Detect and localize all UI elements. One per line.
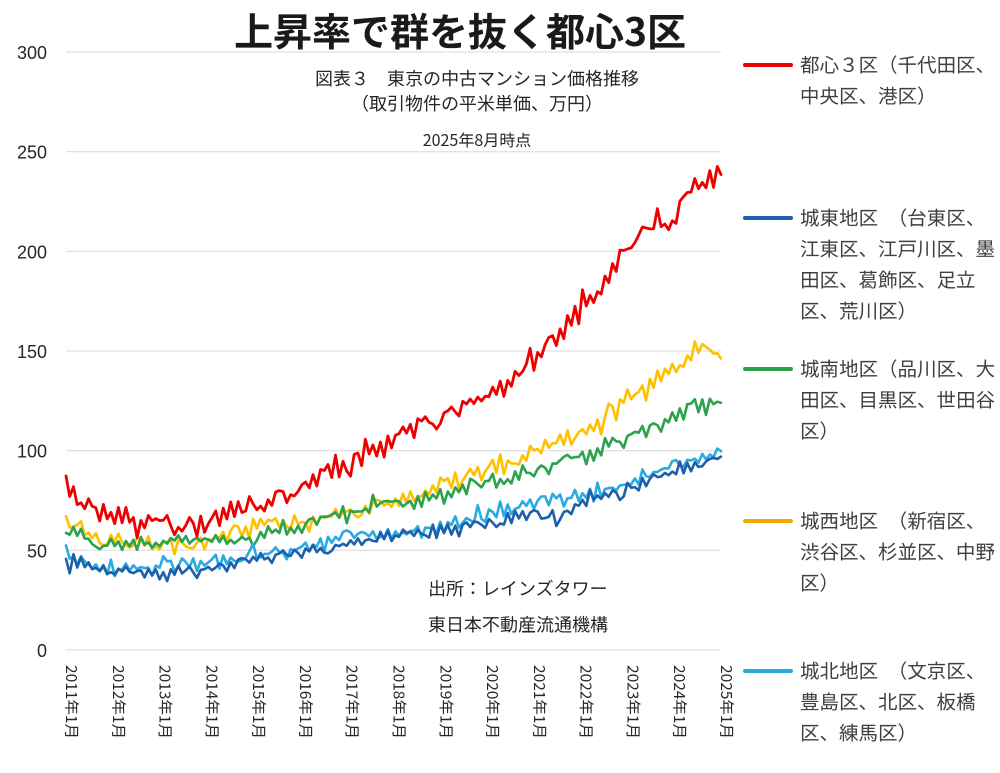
svg-text:豊島区、北区、板橋: 豊島区、北区、板橋: [800, 686, 976, 715]
svg-text:250: 250: [17, 143, 47, 163]
svg-text:2018年1月: 2018年1月: [389, 665, 411, 739]
svg-text:区）: 区）: [800, 415, 839, 444]
svg-text:出所：レインズタワー: 出所：レインズタワー: [428, 575, 608, 601]
svg-text:0: 0: [37, 641, 47, 661]
svg-text:150: 150: [17, 342, 47, 362]
svg-text:2023年1月: 2023年1月: [622, 665, 644, 739]
svg-text:2011年1月: 2011年1月: [61, 665, 83, 739]
svg-text:東日本不動産流通機構: 東日本不動産流通機構: [428, 611, 608, 637]
svg-text:2025年1月: 2025年1月: [716, 665, 738, 739]
svg-text:江東区、江戸川区、墨: 江東区、江戸川区、墨: [800, 233, 995, 262]
svg-text:都心３区（千代田区、: 都心３区（千代田区、: [800, 49, 995, 78]
svg-text:2021年1月: 2021年1月: [529, 665, 551, 739]
svg-text:2017年1月: 2017年1月: [342, 665, 364, 739]
svg-text:田区、目黒区、世田谷: 田区、目黒区、世田谷: [800, 384, 996, 413]
svg-text:区）: 区）: [800, 567, 839, 596]
svg-text:渋谷区、杉並区、中野: 渋谷区、杉並区、中野: [800, 536, 996, 565]
svg-text:2020年1月: 2020年1月: [482, 665, 504, 739]
svg-text:2012年1月: 2012年1月: [108, 665, 130, 739]
svg-text:城北地区 （文京区、: 城北地区 （文京区、: [800, 655, 985, 684]
svg-text:2024年1月: 2024年1月: [669, 665, 691, 739]
svg-text:100: 100: [17, 442, 47, 462]
svg-text:50: 50: [27, 541, 47, 561]
svg-text:2019年1月: 2019年1月: [435, 665, 457, 739]
svg-text:区、荒川区）: 区、荒川区）: [800, 295, 917, 324]
svg-text:200: 200: [17, 242, 47, 262]
svg-text:城東地区 （台東区、: 城東地区 （台東区、: [800, 202, 985, 231]
svg-text:区、練馬区）: 区、練馬区）: [800, 717, 917, 746]
svg-text:2016年1月: 2016年1月: [295, 665, 317, 739]
svg-text:2022年1月: 2022年1月: [576, 665, 598, 739]
svg-text:2013年1月: 2013年1月: [155, 665, 177, 739]
svg-text:2015年1月: 2015年1月: [248, 665, 270, 739]
svg-text:田区、葛飾区、足立: 田区、葛飾区、足立: [800, 264, 976, 293]
svg-text:城西地区 （新宿区、: 城西地区 （新宿区、: [800, 505, 985, 534]
svg-text:城南地区（品川区、大: 城南地区（品川区、大: [800, 353, 995, 382]
svg-text:中央区、港区）: 中央区、港区）: [800, 80, 937, 109]
svg-text:300: 300: [17, 43, 47, 63]
svg-text:2014年1月: 2014年1月: [201, 665, 223, 739]
